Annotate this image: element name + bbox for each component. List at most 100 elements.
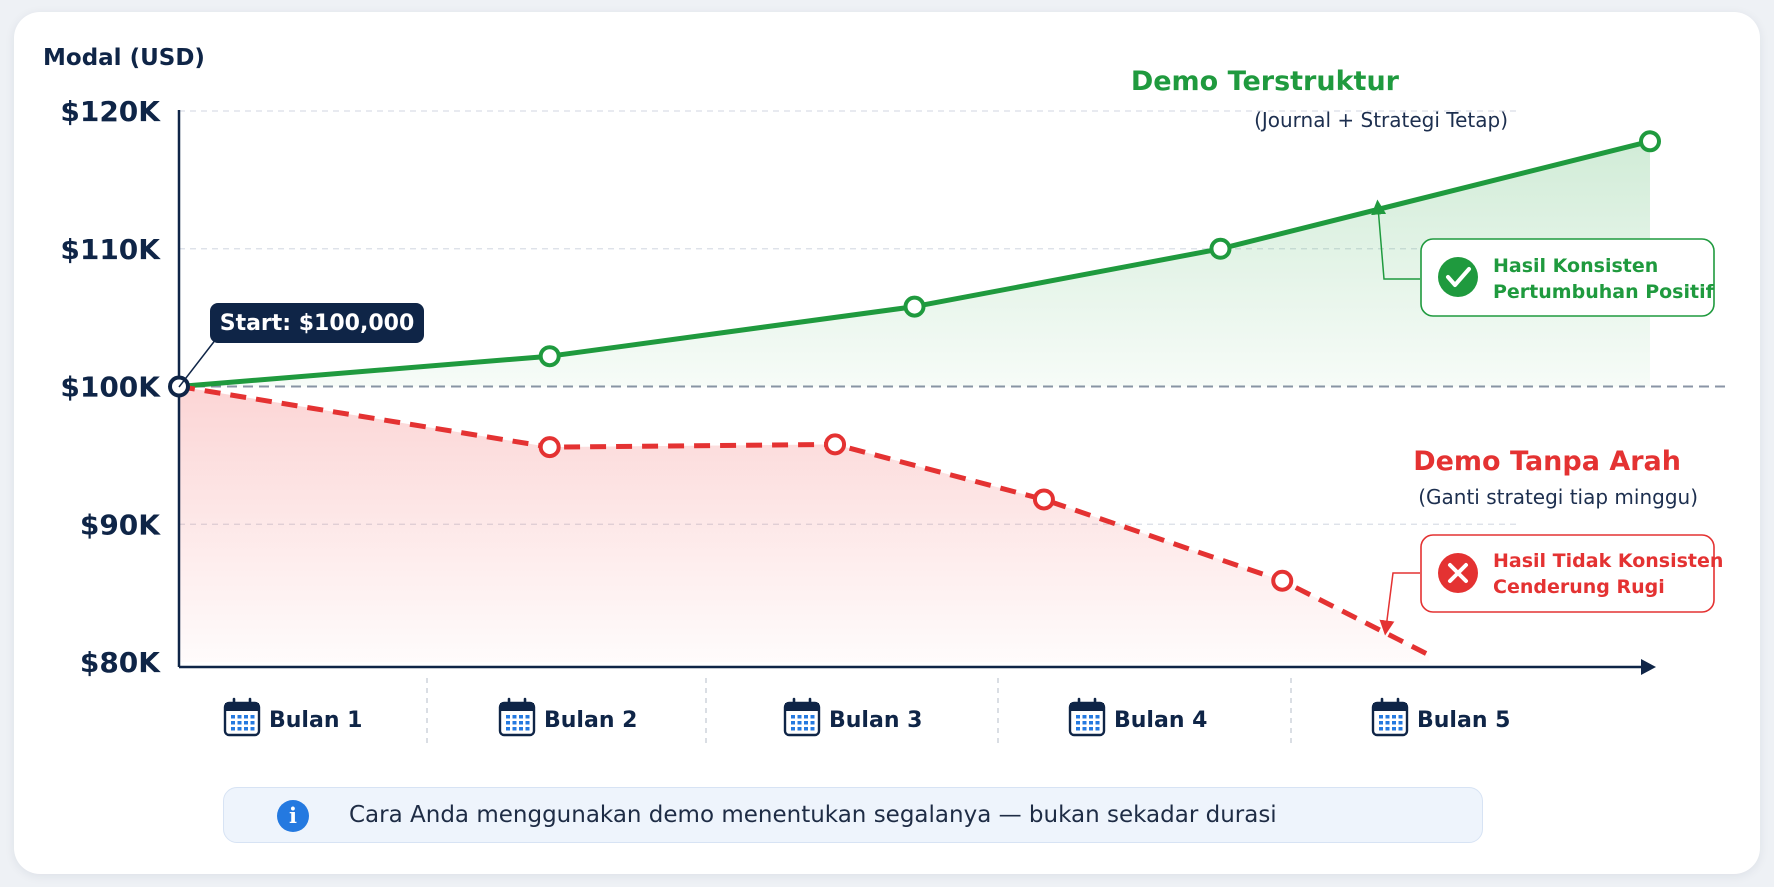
calendar-day	[525, 721, 530, 725]
calendar-icon	[223, 697, 261, 737]
calendar-day	[519, 727, 523, 731]
calendar-day	[1379, 727, 1383, 731]
calendar-day	[519, 715, 523, 719]
calendar-day	[1398, 715, 1403, 719]
calendar-day	[525, 715, 530, 719]
calendar-day	[506, 715, 510, 719]
calendar-day	[237, 727, 242, 731]
y-tick-label: $90K	[80, 508, 161, 541]
x-category-label: Bulan 5	[1417, 708, 1510, 733]
callout-green-line-1: Hasil Konsisten	[1493, 255, 1658, 277]
calendar-day	[506, 721, 510, 725]
series-area-red	[179, 386, 1430, 662]
calendar-header	[225, 703, 259, 711]
callout-green-line-2: Pertumbuhan Positif	[1493, 281, 1715, 303]
calendar-day	[804, 721, 808, 725]
calendar-day	[797, 721, 802, 725]
calendar-day	[1398, 727, 1403, 731]
calendar-day	[244, 715, 248, 719]
info-icon: i	[277, 800, 309, 832]
calendar-day	[1076, 721, 1080, 725]
series-points	[168, 130, 1661, 592]
calendar-day	[1379, 715, 1383, 719]
calendar-day	[1095, 727, 1100, 731]
calendar-day	[810, 721, 815, 725]
calendar-day	[519, 721, 523, 725]
x-category-label: Bulan 3	[829, 708, 922, 733]
series-line-red	[178, 384, 1431, 658]
callout-green: Hasil Konsisten Pertumbuhan Positif	[1371, 199, 1715, 317]
calendar-day	[237, 721, 242, 725]
callout-red-line-1: Hasil Tidak Konsisten	[1493, 550, 1723, 572]
series-subtitle-green: (Journal + Strategi Tetap)	[1254, 108, 1508, 132]
calendar-day	[231, 721, 235, 725]
calendar-day	[244, 727, 248, 731]
data-point-red	[824, 433, 847, 456]
y-tick-label: $120K	[60, 95, 161, 128]
data-point-green	[538, 345, 561, 368]
y-axis-title: Modal (USD)	[43, 45, 205, 71]
footer-text: Cara Anda menggunakan demo menentukan se…	[349, 802, 1277, 828]
calendar-header	[785, 703, 819, 711]
calendar-day	[1392, 721, 1396, 725]
calendar-day	[1385, 715, 1390, 719]
start-label: Start: $100,000	[178, 303, 424, 388]
calendar-day	[231, 715, 235, 719]
series-name-green: Demo Terstruktur	[1131, 66, 1400, 97]
calendar-day	[244, 721, 248, 725]
start-label-text: Start: $100,000	[220, 311, 415, 336]
calendar-header	[1373, 703, 1407, 711]
calendar-day	[1082, 715, 1087, 719]
calendar-day	[1379, 721, 1383, 725]
calendar-day	[791, 721, 795, 725]
calendar-day	[810, 727, 815, 731]
calendar-day	[804, 727, 808, 731]
data-point-red	[538, 436, 561, 459]
y-tick-label: $100K	[60, 371, 161, 404]
callout-red-line-2: Cenderung Rugi	[1493, 576, 1665, 598]
calendar-day	[1385, 721, 1390, 725]
x-category-labels: Bulan 1 Bulan 2 Bulan 3 Bulan 4 Bulan 5	[223, 678, 1510, 746]
calendar-day	[512, 715, 517, 719]
calendar-day	[512, 727, 517, 731]
calendar-day	[810, 715, 815, 719]
calendar-icon	[1068, 697, 1106, 737]
series-subtitle-red: (Ganti strategi tiap minggu)	[1418, 485, 1698, 509]
x-category-label: Bulan 2	[544, 708, 637, 733]
calendar-day	[1095, 721, 1100, 725]
series-area-green	[179, 141, 1650, 387]
calendar-day	[250, 715, 255, 719]
calendar-day	[1398, 721, 1403, 725]
calendar-day	[804, 715, 808, 719]
x-category-label: Bulan 4	[1114, 708, 1207, 733]
calendar-icon	[1371, 697, 1409, 737]
y-tick-label: $80K	[80, 646, 161, 679]
series-name-red: Demo Tanpa Arah	[1413, 446, 1681, 477]
data-point-red	[1271, 569, 1294, 592]
calendar-day	[797, 727, 802, 731]
calendar-day	[1089, 727, 1093, 731]
data-point-red	[1032, 488, 1055, 511]
y-tick-labels: $120K $110K $100K $90K $80K	[60, 95, 161, 679]
check-icon	[1438, 257, 1478, 297]
footer-note: i Cara Anda menggunakan demo menentukan …	[223, 787, 1483, 843]
calendar-day	[525, 727, 530, 731]
calendar-day	[1385, 727, 1390, 731]
calendar-header	[500, 703, 534, 711]
data-point-green	[1209, 237, 1232, 260]
x-category-label: Bulan 1	[269, 708, 362, 733]
calendar-day	[250, 721, 255, 725]
calendar-day	[250, 727, 255, 731]
calendar-day	[1082, 727, 1087, 731]
calendar-day	[791, 727, 795, 731]
x-icon	[1438, 553, 1478, 593]
calendar-day	[1392, 715, 1396, 719]
calendar-day	[506, 727, 510, 731]
calendar-day	[237, 715, 242, 719]
calendar-day	[512, 721, 517, 725]
x-axis-arrow-icon	[1641, 659, 1656, 675]
calendar-day	[231, 727, 235, 731]
calendar-day	[1089, 721, 1093, 725]
calendar-day	[1076, 715, 1080, 719]
